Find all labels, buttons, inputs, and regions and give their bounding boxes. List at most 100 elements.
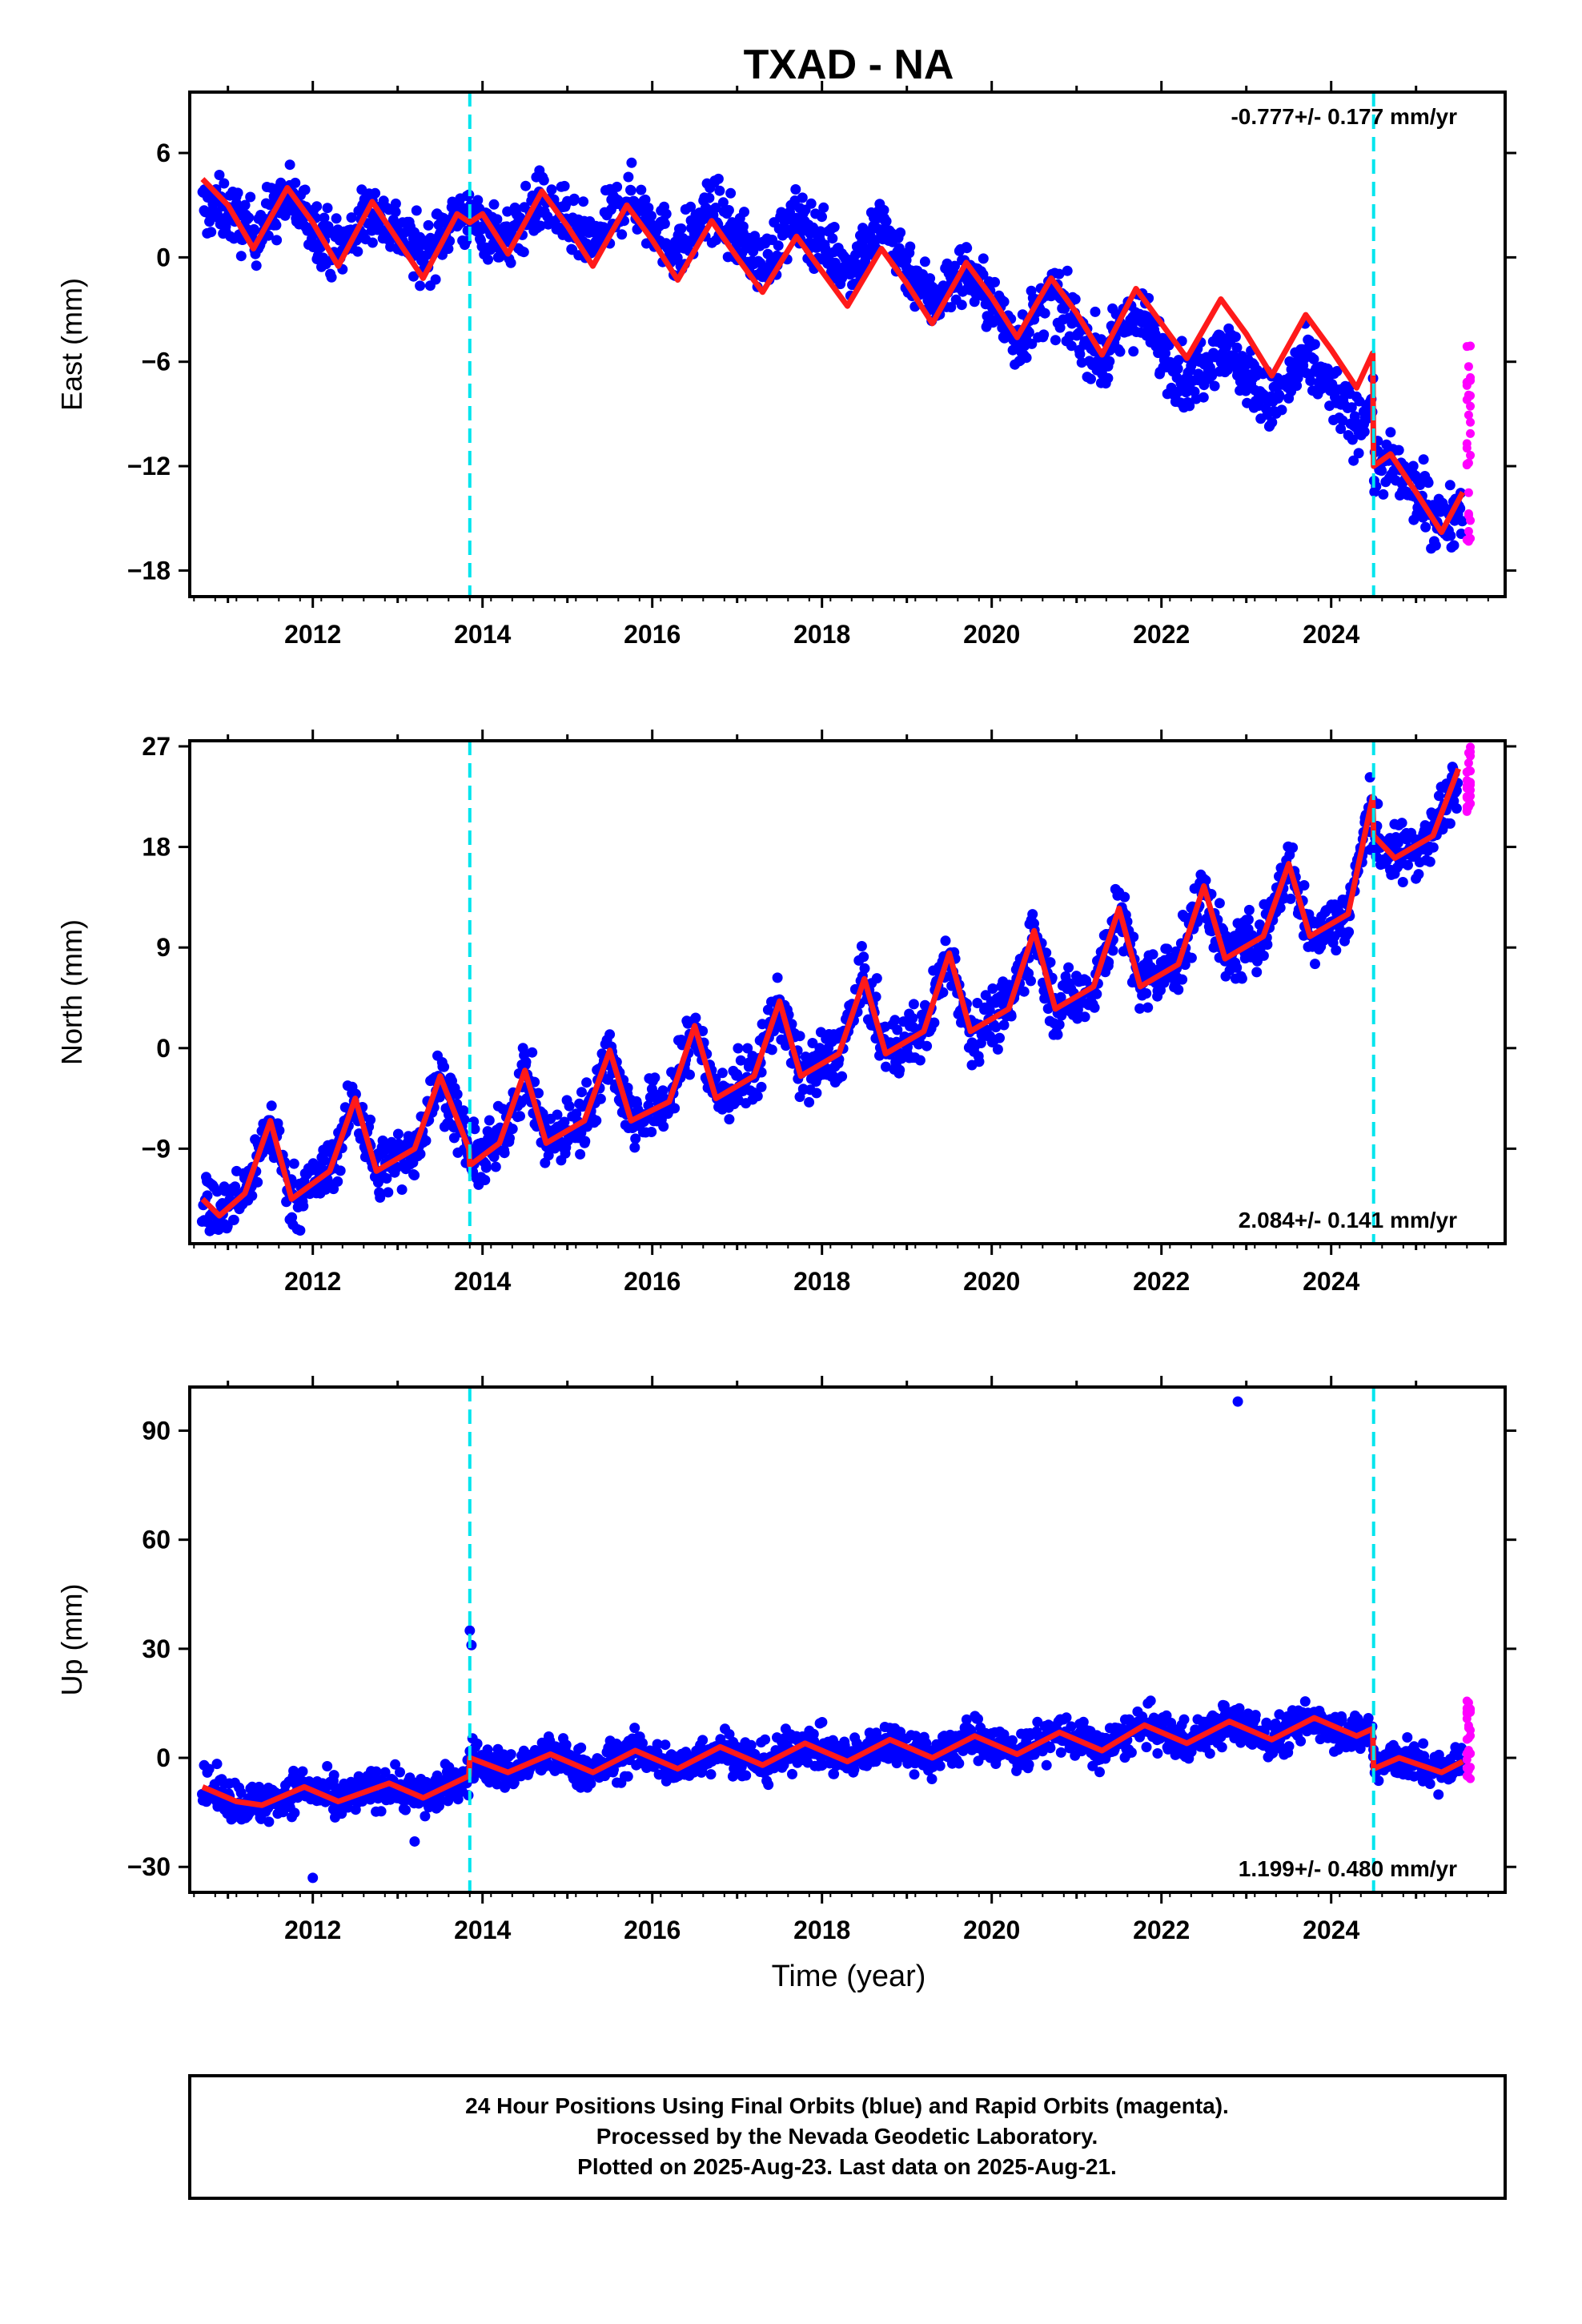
final-point [1179, 959, 1191, 971]
final-point [266, 1100, 277, 1112]
final-point [752, 1091, 763, 1102]
final-point [704, 192, 715, 203]
final-point [504, 1132, 515, 1144]
final-point [520, 1056, 532, 1068]
final-point [756, 1081, 767, 1092]
final-point [508, 1777, 520, 1788]
final-point [1018, 986, 1030, 997]
x-tick-label: 2020 [963, 620, 1020, 649]
final-point [1152, 1748, 1163, 1759]
north-x-ticks: 2012 2014 2016 2018 2020 2022 2024 [193, 730, 1489, 1296]
rapid-point [1466, 417, 1476, 427]
final-point [585, 1778, 596, 1789]
final-point [326, 271, 337, 283]
final-point [954, 1758, 965, 1769]
final-point [439, 1061, 450, 1072]
east-frame [188, 90, 1507, 598]
final-point [1107, 945, 1118, 956]
rapid-point [1466, 391, 1476, 400]
final-point [452, 1088, 463, 1100]
final-point [950, 260, 960, 271]
final-point [1250, 1710, 1261, 1721]
final-point [299, 184, 311, 195]
final-point [817, 1717, 828, 1727]
final-point [1287, 842, 1299, 853]
final-point [757, 1019, 768, 1030]
final-point [1310, 959, 1320, 970]
final-point [690, 1012, 701, 1023]
final-point [626, 157, 637, 168]
final-point [978, 253, 989, 264]
final-point [737, 221, 749, 232]
final-point [892, 1024, 903, 1035]
final-point [926, 1774, 938, 1784]
final-point [263, 1816, 275, 1827]
final-point [1045, 957, 1056, 968]
final-point [969, 296, 980, 308]
final-point [379, 1767, 391, 1778]
final-point [724, 1729, 735, 1740]
y-tick-label: −6 [142, 348, 171, 376]
final-point [1267, 416, 1278, 428]
final-point [908, 999, 919, 1010]
final-point [1308, 354, 1319, 364]
final-point [274, 1125, 285, 1136]
final-point [946, 302, 957, 313]
final-point [1089, 1002, 1100, 1013]
rapid-point [1466, 401, 1476, 411]
final-point [1393, 444, 1404, 456]
final-point [871, 973, 882, 984]
final-point [1418, 454, 1429, 465]
final-point [818, 202, 829, 213]
final-point [773, 240, 784, 251]
final-point [415, 280, 426, 292]
final-point [1397, 877, 1408, 887]
final-point [1070, 294, 1081, 305]
final-point [909, 1769, 920, 1780]
final-point [271, 219, 282, 231]
final-point [990, 1022, 1002, 1033]
final-point [1027, 909, 1038, 920]
y-tick-label: 0 [156, 1034, 171, 1063]
final-point [480, 1162, 492, 1173]
final-point [676, 223, 687, 234]
final-point [1407, 460, 1419, 472]
final-point [1444, 818, 1456, 829]
final-point [254, 1781, 265, 1792]
final-point [1451, 803, 1462, 814]
final-point [214, 170, 225, 180]
final-point [889, 1015, 901, 1026]
final-point [232, 187, 243, 199]
y-tick-label: −12 [127, 452, 171, 480]
final-point [1177, 974, 1188, 985]
final-point [1063, 962, 1074, 973]
final-point [1403, 859, 1413, 870]
rapid-point [1462, 439, 1472, 448]
north-model-line [200, 767, 1461, 1219]
final-point [998, 1019, 1010, 1031]
y-tick-label: −9 [142, 1134, 171, 1163]
final-point [383, 1187, 394, 1198]
final-point [423, 219, 434, 231]
final-point [492, 214, 503, 225]
rapid-point [1464, 410, 1473, 420]
final-point [760, 1734, 771, 1745]
final-point [235, 251, 247, 262]
final-point [1055, 1747, 1066, 1758]
final-point [1162, 943, 1173, 955]
final-point [367, 237, 378, 248]
final-point [459, 1114, 470, 1125]
final-point [713, 173, 724, 184]
final-point [870, 991, 881, 1003]
x-tick-label: 2014 [454, 1267, 511, 1296]
final-point [878, 204, 889, 215]
final-point [622, 1082, 633, 1093]
final-point [1295, 1735, 1307, 1747]
x-tick-label: 2016 [624, 620, 681, 649]
final-point [559, 1116, 570, 1128]
x-tick-label: 2018 [793, 620, 850, 649]
final-point [805, 198, 817, 209]
final-point [507, 1124, 518, 1135]
final-point [919, 256, 930, 267]
final-point [1173, 355, 1184, 366]
